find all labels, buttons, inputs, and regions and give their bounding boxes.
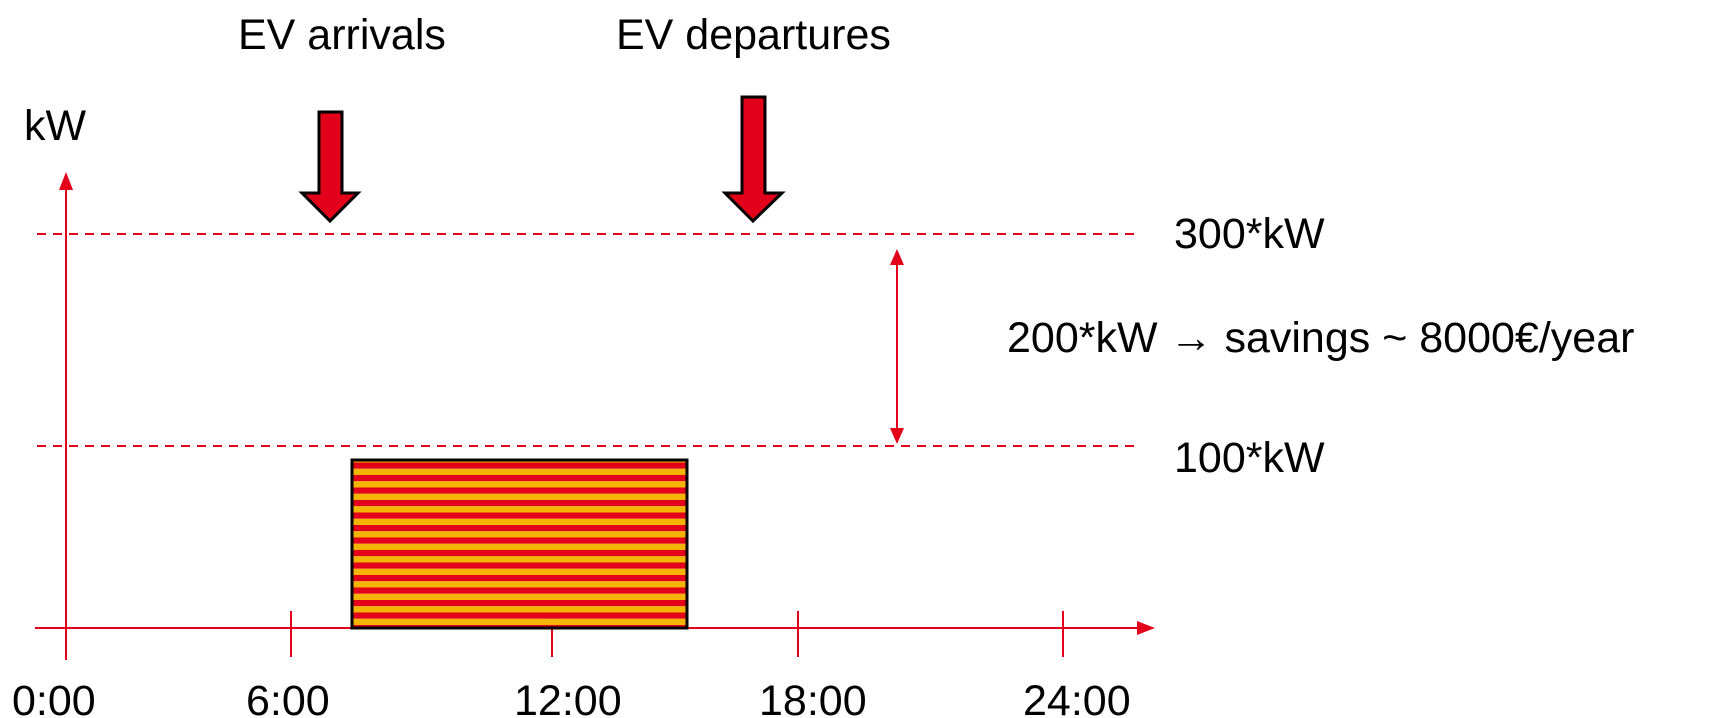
x-tick-label-18: 18:00 — [759, 677, 867, 718]
y-axis-arrowhead — [59, 172, 73, 190]
x-tick-label-12: 12:00 — [514, 677, 622, 718]
ev-arrivals-label: EV arrivals — [238, 11, 446, 59]
x-axis-arrowhead — [1137, 621, 1155, 635]
ev-arrivals-arrow-icon — [298, 110, 362, 224]
y-axis-label: kW — [24, 102, 87, 150]
charging-load-block — [350, 458, 689, 630]
savings-label: 200*kW → savings ~ 8000€/year — [1007, 314, 1634, 362]
upper-level-label: 300*kW — [1174, 210, 1325, 258]
savings-span-arrowhead-bottom — [890, 428, 904, 444]
ev-departures-label: EV departures — [616, 11, 891, 59]
x-tick-label-24: 24:00 — [1023, 677, 1131, 718]
lower-level-label: 100*kW — [1174, 434, 1325, 482]
x-tick-label-6: 6:00 — [246, 677, 330, 718]
savings-span-arrowhead-top — [890, 249, 904, 265]
x-tick-label-0: 0:00 — [12, 677, 96, 718]
ev-departures-arrow-icon — [721, 95, 786, 224]
